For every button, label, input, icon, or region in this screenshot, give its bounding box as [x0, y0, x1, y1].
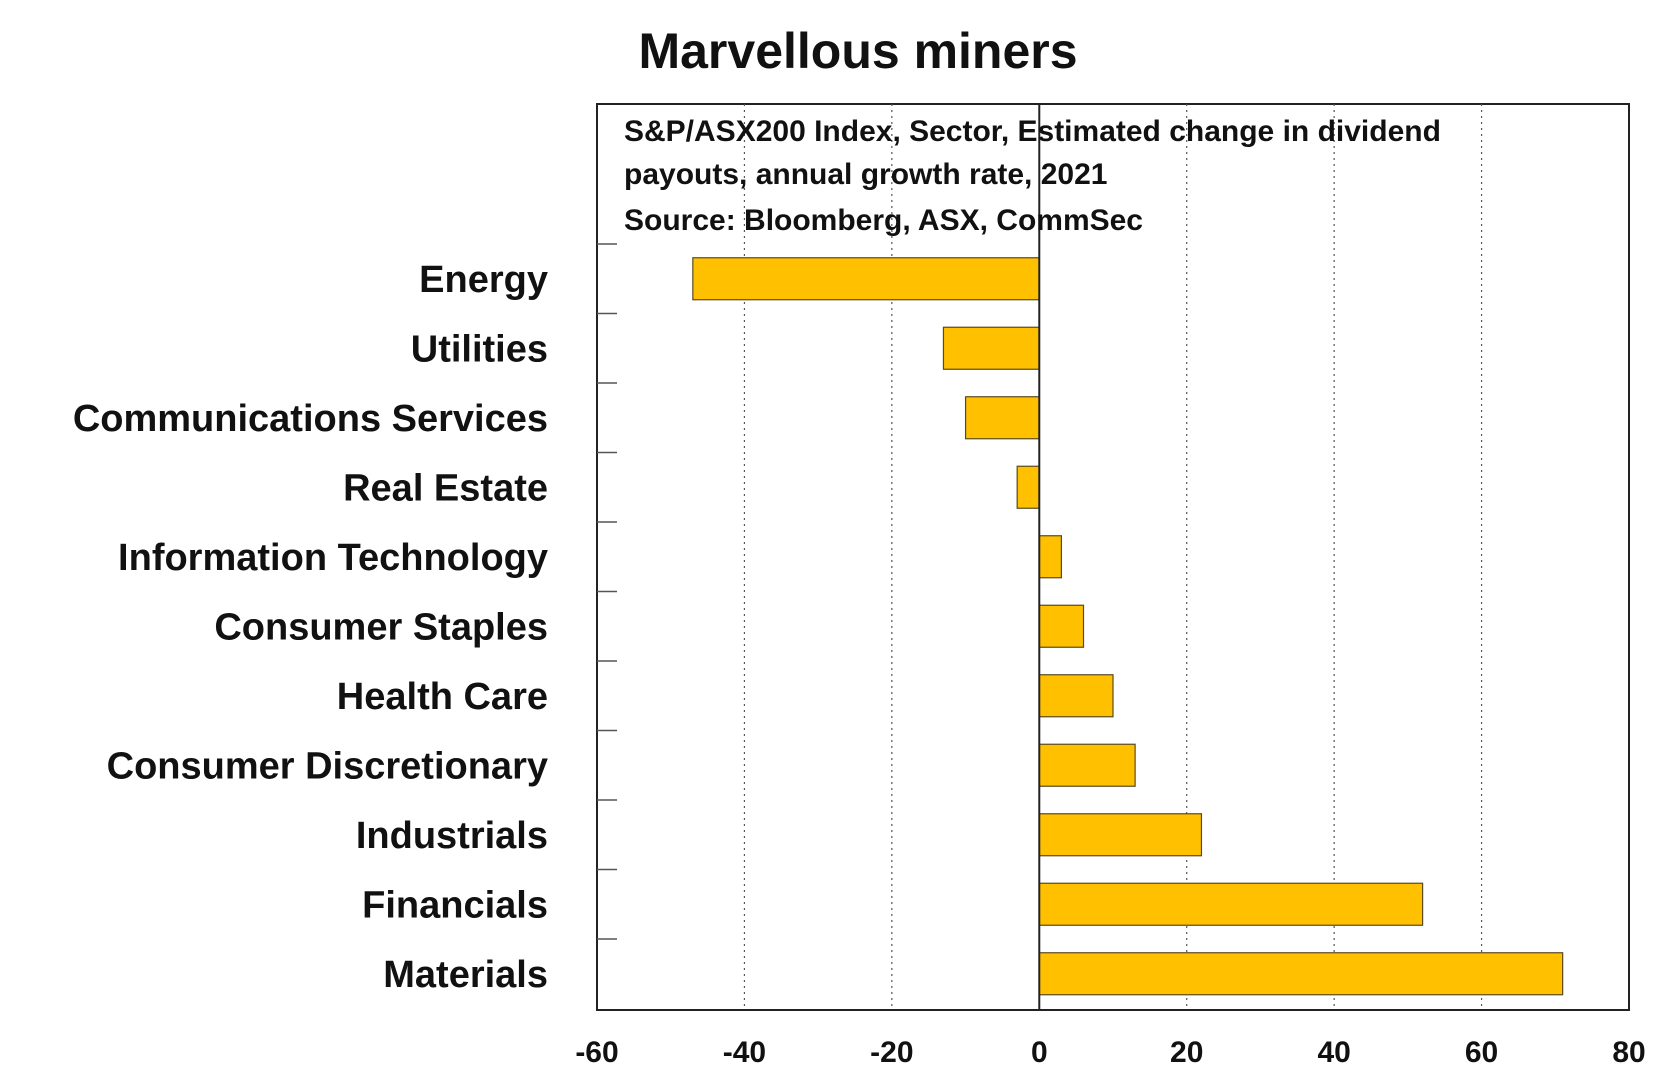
bar [1038, 882, 1424, 926]
category-label: Industrials [356, 815, 548, 857]
category-labels: Energy Utilities Communications Services Re… [73, 259, 548, 996]
bar [1038, 813, 1203, 857]
bar [942, 326, 1040, 370]
category-label: Utilities [411, 328, 548, 370]
category-label: Communications Services [73, 398, 548, 440]
category-ticks [597, 243, 617, 940]
subtitle-line-1: S&P/ASX200 Index, Sector, Estimated chan… [624, 115, 1441, 148]
chart-subtitle: S&P/ASX200 Index, Sector, Estimated chan… [624, 115, 1441, 237]
bar [1038, 535, 1063, 579]
x-tick-label: -40 [723, 1036, 766, 1069]
x-tick-label: 80 [1612, 1036, 1645, 1069]
category-label: Materials [383, 954, 548, 996]
bar [1016, 465, 1040, 509]
bar [1038, 604, 1085, 648]
x-tick-label: -60 [575, 1036, 618, 1069]
x-tick-label: -20 [870, 1036, 913, 1069]
category-label: Information Technology [118, 537, 548, 579]
gridlines [743, 104, 1483, 1010]
category-label: Real Estate [343, 467, 548, 509]
bar [964, 396, 1040, 440]
bar [692, 257, 1040, 301]
bar [1038, 952, 1564, 996]
x-tick-label: 60 [1465, 1036, 1498, 1069]
x-tick-label: 40 [1317, 1036, 1350, 1069]
x-axis-tick-labels: -60 -40 -20 0 20 40 60 80 [575, 1036, 1645, 1069]
category-label: Health Care [337, 676, 548, 718]
chart-title: Marvellous miners [638, 23, 1077, 79]
subtitle-line-3: Source: Bloomberg, ASX, CommSec [624, 204, 1143, 237]
subtitle-line-2: payouts, annual growth rate, 2021 [624, 158, 1107, 191]
category-label: Financials [362, 884, 548, 926]
plot-frame [596, 103, 1630, 1011]
category-label: Consumer Staples [214, 606, 548, 648]
category-label: Consumer Discretionary [107, 745, 548, 787]
category-label: Energy [419, 259, 548, 301]
x-tick-label: 0 [1031, 1036, 1048, 1069]
bars [692, 257, 1564, 996]
x-tick-label: 20 [1170, 1036, 1203, 1069]
bar [1038, 674, 1114, 718]
bar [1038, 743, 1136, 787]
